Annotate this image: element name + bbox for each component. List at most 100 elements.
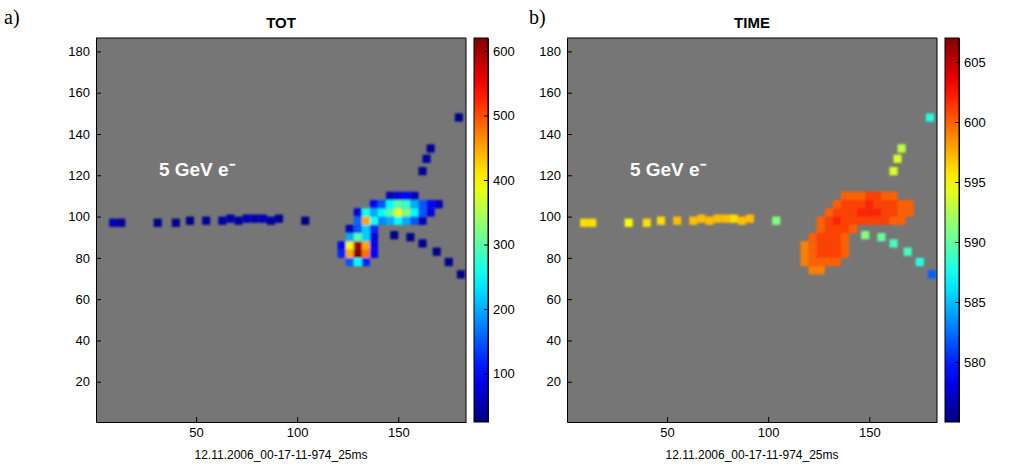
heatmap-cell bbox=[877, 233, 885, 241]
heatmap-cell bbox=[841, 217, 849, 225]
heatmap-cell bbox=[259, 215, 267, 223]
tick-mark bbox=[567, 299, 572, 300]
tick-label: 120 bbox=[68, 168, 90, 183]
heatmap-cell bbox=[370, 233, 378, 241]
heatmap-cell bbox=[402, 217, 410, 225]
heatmap-cell bbox=[109, 219, 117, 227]
heatmap-cell bbox=[338, 250, 346, 258]
tick-label: 150 bbox=[859, 425, 881, 440]
heatmap-cell bbox=[898, 208, 906, 216]
heatmap-cell bbox=[657, 217, 665, 225]
y-axis: 20406080100120140160180 bbox=[539, 39, 572, 423]
tick: 20 bbox=[547, 374, 572, 389]
heatmap-cell bbox=[705, 217, 713, 225]
heatmap-cell bbox=[833, 225, 841, 233]
tick-label: 40 bbox=[547, 333, 561, 348]
heatmap-cell bbox=[881, 208, 889, 216]
tick-mark bbox=[96, 51, 101, 52]
heatmap-cell bbox=[833, 250, 841, 258]
heatmap-cell bbox=[881, 200, 889, 208]
heatmap-cell bbox=[889, 208, 897, 216]
tick-label: 590 bbox=[964, 235, 986, 250]
heatmap-cell bbox=[873, 200, 881, 208]
y-axis: 20406080100120140160180 bbox=[68, 39, 101, 423]
heatmap-cell bbox=[362, 241, 370, 249]
tick-label: 40 bbox=[76, 333, 90, 348]
heatmap-cell bbox=[275, 215, 283, 223]
heatmap-cell bbox=[267, 217, 275, 225]
heatmap-cell bbox=[346, 241, 354, 249]
heatmap-cell bbox=[673, 217, 681, 225]
tick-label: 160 bbox=[68, 85, 90, 100]
panel-label: a) bbox=[4, 6, 20, 29]
heatmap-cell bbox=[916, 258, 924, 266]
heatmap-cell bbox=[849, 225, 857, 233]
tick: 60 bbox=[76, 292, 101, 307]
tick: 300 bbox=[484, 237, 515, 252]
tick-label: 180 bbox=[539, 44, 561, 59]
tick: 60 bbox=[547, 292, 572, 307]
tick: 160 bbox=[539, 85, 572, 100]
heatmap-cell bbox=[354, 225, 362, 233]
tick-label: 140 bbox=[68, 127, 90, 142]
heatmap-cell bbox=[354, 241, 362, 249]
tick: 150 bbox=[859, 417, 881, 440]
tick-mark bbox=[96, 299, 101, 300]
heatmap-cell bbox=[410, 200, 418, 208]
tick-label: 100 bbox=[68, 209, 90, 224]
axis-line bbox=[488, 39, 489, 423]
tick-mark bbox=[567, 175, 572, 176]
heatmap-cell bbox=[906, 208, 914, 216]
heatmap-cell bbox=[841, 192, 849, 200]
heatmap-cell bbox=[889, 217, 897, 225]
tick: 140 bbox=[539, 127, 572, 142]
tick-mark bbox=[484, 180, 488, 181]
tick: 80 bbox=[76, 251, 101, 266]
tick-mark bbox=[484, 51, 488, 52]
tick-label: 20 bbox=[76, 374, 90, 389]
tick-mark bbox=[96, 134, 101, 135]
heatmap-cell bbox=[730, 215, 738, 223]
tick-mark bbox=[955, 242, 959, 243]
tick-label: 60 bbox=[547, 292, 561, 307]
heatmap-cell bbox=[234, 217, 242, 225]
heatmap-cell bbox=[849, 192, 857, 200]
tick: 50 bbox=[660, 417, 674, 440]
heatmap-cell bbox=[226, 215, 234, 223]
annotation: 5 GeV e⁻ bbox=[159, 159, 236, 180]
heatmap-cell bbox=[406, 233, 414, 241]
heatmap-cell bbox=[825, 225, 833, 233]
heatmap-cell bbox=[825, 208, 833, 216]
heatmap-cell bbox=[354, 233, 362, 241]
tick: 20 bbox=[76, 374, 101, 389]
heatmap-cell bbox=[457, 270, 465, 278]
heatmap-cell bbox=[849, 217, 857, 225]
frame bbox=[466, 38, 467, 422]
heatmap-cell bbox=[841, 208, 849, 216]
heatmap-cell bbox=[117, 219, 125, 227]
tick: 595 bbox=[955, 175, 986, 190]
tick-mark bbox=[955, 302, 959, 303]
heatmap-cell bbox=[817, 250, 825, 258]
heatmap-cell bbox=[841, 241, 849, 249]
heatmap-cell bbox=[817, 266, 825, 274]
heatmap-cell bbox=[394, 200, 402, 208]
axis-line bbox=[567, 39, 568, 423]
heatmap-cell bbox=[386, 217, 394, 225]
x-axis-title: 12.11.2006_00-17-11-974_25ms bbox=[665, 448, 838, 462]
tick-mark bbox=[96, 93, 101, 94]
title: TIME bbox=[734, 14, 770, 31]
heatmap-cell bbox=[809, 266, 817, 274]
tick: 500 bbox=[484, 108, 515, 123]
tick: 200 bbox=[484, 302, 515, 317]
heatmap-cell bbox=[738, 217, 746, 225]
heatmap-cell bbox=[386, 208, 394, 216]
heatmap-cell bbox=[643, 219, 651, 227]
heatmap-cell bbox=[809, 241, 817, 249]
colorbar-gradient bbox=[474, 38, 488, 422]
plot-background bbox=[96, 38, 466, 422]
heatmap-cell bbox=[370, 225, 378, 233]
heatmap-cell bbox=[172, 219, 180, 227]
heatmap-cell bbox=[857, 192, 865, 200]
tick-label: 100 bbox=[493, 366, 515, 381]
